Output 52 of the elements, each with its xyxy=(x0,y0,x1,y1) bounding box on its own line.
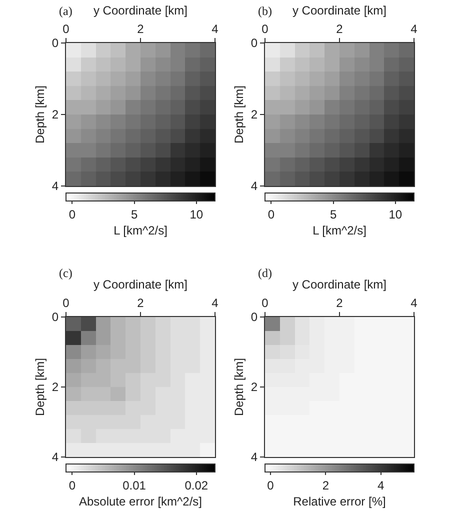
chart-title: (d) xyxy=(258,266,272,280)
y-tick-label: 4 xyxy=(250,450,258,464)
x-axis-title: y Coordinate [km] xyxy=(292,4,387,18)
color-bar-label: 10 xyxy=(190,207,204,222)
y-tick-label: 4 xyxy=(52,450,59,464)
color-bar-label: 0 xyxy=(68,207,76,222)
x-tick-label: 0 xyxy=(62,22,70,36)
x-tick-label: 0 xyxy=(62,296,70,310)
color-bar-label: 0.01 xyxy=(122,478,146,492)
chart-title: (b) xyxy=(258,4,272,18)
color-bar-title: Absolute error [km^2/s] xyxy=(78,494,202,508)
color-bar-label: 10 xyxy=(388,207,402,222)
color-bar-label: 0 xyxy=(268,207,275,222)
color-bar-label: 4 xyxy=(378,478,385,492)
y-tick-label: 4 xyxy=(250,179,258,194)
y-tick-label: 2 xyxy=(250,380,258,394)
y-axis-title: Depth [km] xyxy=(33,85,48,144)
y-tick-label: 2 xyxy=(250,108,258,122)
y-tick-label: 2 xyxy=(52,380,59,394)
y-tick-label: 0 xyxy=(52,36,59,50)
color-bar-title: L [km^2/s] xyxy=(312,223,366,238)
x-tick-label: 4 xyxy=(410,296,418,310)
y-tick-label: 0 xyxy=(52,310,59,324)
x-tick-label: 2 xyxy=(137,22,144,36)
color-bar-title: L [km^2/s] xyxy=(114,223,168,238)
color-bar-label: 0.02 xyxy=(184,478,208,492)
x-axis-title: y Coordinate [km] xyxy=(93,278,188,292)
chart-title: (c) xyxy=(59,266,72,280)
x-tick-label: 2 xyxy=(336,22,344,36)
y-tick-label: 0 xyxy=(250,310,258,324)
x-tick-label: 2 xyxy=(137,296,144,310)
color-bar-label: 0 xyxy=(68,478,76,492)
y-axis-title: Depth [km] xyxy=(232,358,246,416)
y-axis-title: Depth [km] xyxy=(232,85,246,144)
x-axis-title: y Coordinate [km] xyxy=(292,278,387,292)
x-tick-label: 2 xyxy=(336,296,344,310)
x-tick-label: 4 xyxy=(212,296,219,310)
x-tick-label: 4 xyxy=(212,22,219,36)
y-tick-label: 0 xyxy=(250,36,258,50)
x-tick-label: 0 xyxy=(262,22,269,36)
color-bar-label: 0 xyxy=(267,478,274,492)
x-tick-label: 4 xyxy=(410,22,418,36)
chart-title: (a) xyxy=(59,4,72,18)
y-axis-title: Depth [km] xyxy=(33,358,48,416)
color-bar-label: 5 xyxy=(130,207,138,222)
color-bar-label: 5 xyxy=(330,207,337,222)
x-axis-title: y Coordinate [km] xyxy=(93,4,188,18)
color-bar-title: Relative error [%] xyxy=(293,494,386,508)
y-tick-label: 4 xyxy=(52,179,59,194)
color-bar-label: 2 xyxy=(322,478,330,492)
x-tick-label: 0 xyxy=(262,296,269,310)
y-tick-label: 2 xyxy=(52,108,59,122)
